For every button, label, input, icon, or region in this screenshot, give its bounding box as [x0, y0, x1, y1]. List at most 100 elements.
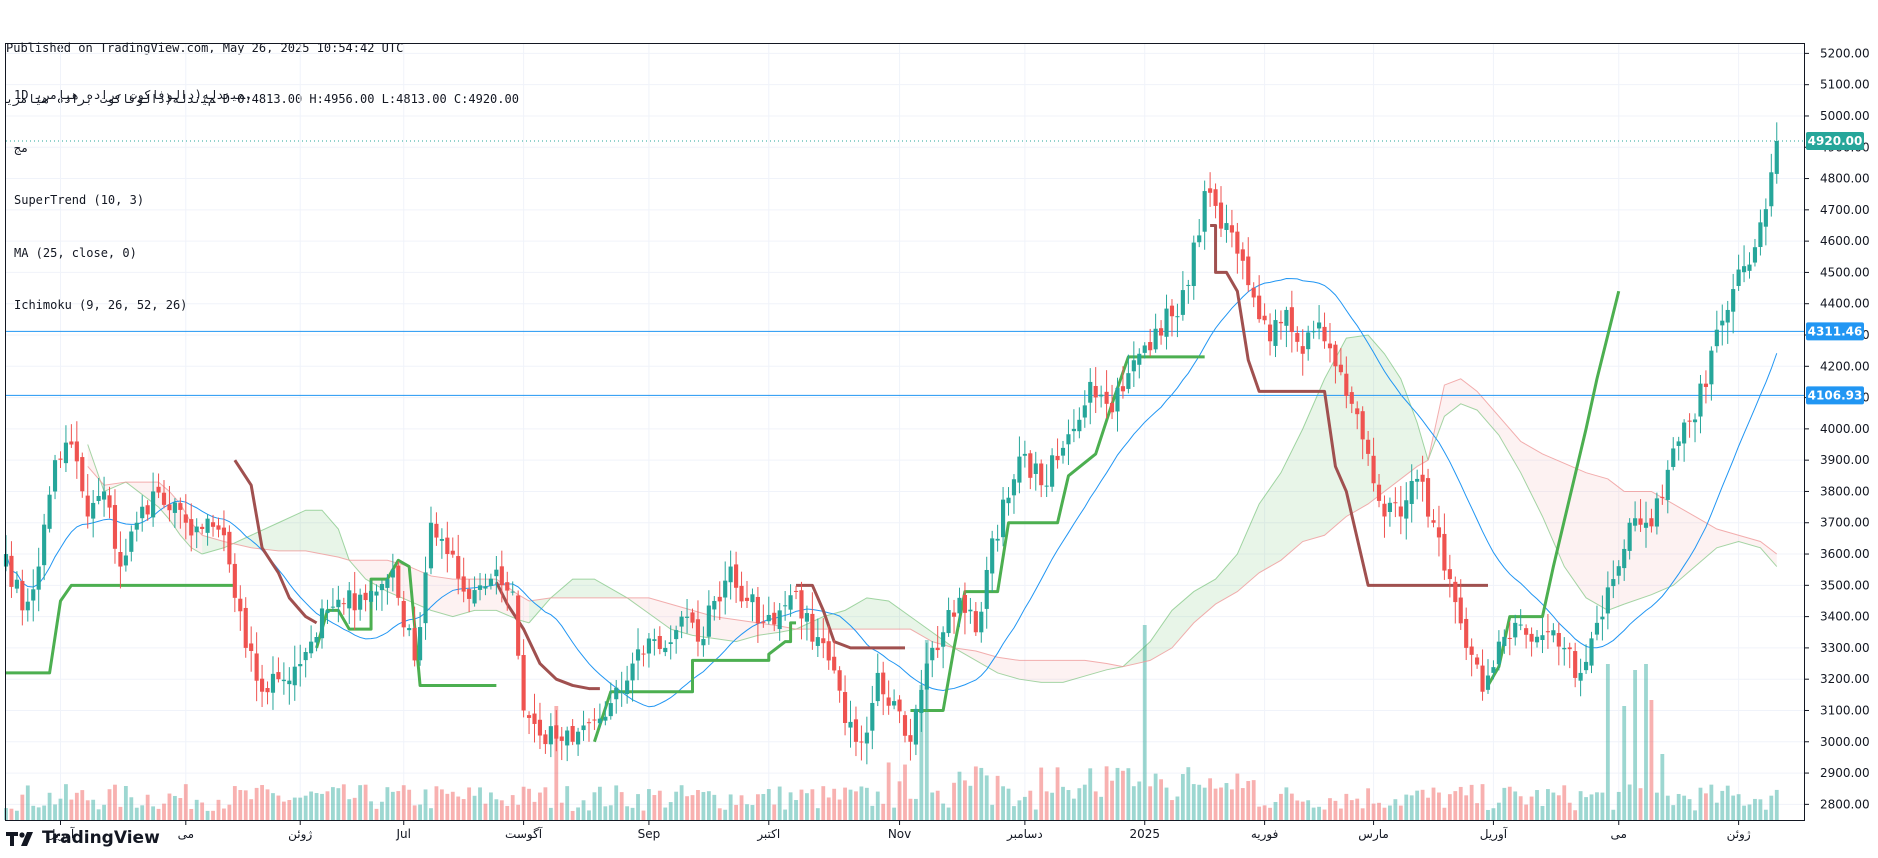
- volume-bar: [352, 797, 357, 820]
- candle-body: [270, 673, 276, 693]
- candle-body: [793, 590, 799, 592]
- candle-body: [298, 664, 303, 667]
- volume-bar: [42, 805, 47, 820]
- candle-body: [635, 649, 641, 661]
- candle-body: [1671, 448, 1676, 467]
- candle-body: [401, 600, 406, 628]
- candle-body: [521, 655, 526, 711]
- candle-body: [336, 599, 341, 608]
- volume-bar: [374, 808, 379, 820]
- tradingview-logo-icon[interactable]: [6, 830, 36, 846]
- candle-body: [712, 600, 717, 610]
- candle-body: [1534, 636, 1540, 643]
- candle-body: [1741, 266, 1747, 273]
- volume-bar: [1344, 793, 1349, 820]
- candle-body: [1573, 651, 1578, 678]
- candle-body: [913, 708, 918, 745]
- volume-bar: [358, 785, 363, 820]
- volume-bar: [369, 801, 373, 820]
- candle-body: [129, 531, 134, 552]
- volume-bar: [1197, 784, 1202, 820]
- candle-body: [1687, 420, 1692, 422]
- volume-bar: [516, 804, 521, 820]
- candle-body: [428, 522, 434, 569]
- volume-bar: [123, 786, 128, 820]
- candle-body: [537, 719, 543, 736]
- volume-bar: [1126, 768, 1131, 820]
- volume-bar: [423, 789, 428, 820]
- candle-body: [772, 612, 777, 625]
- candle-body: [14, 579, 19, 589]
- price-badges: 4920.00 4311.46 4106.93: [1806, 132, 1864, 405]
- candle-body: [80, 457, 85, 492]
- candle-body: [1404, 500, 1409, 519]
- candle-body: [608, 703, 613, 717]
- volume-bar: [1589, 794, 1594, 820]
- volume-bar: [826, 797, 831, 820]
- volume-bar: [1398, 805, 1403, 820]
- candle-body: [799, 590, 804, 619]
- legend-ichimoku[interactable]: Ichimoku (9, 26, 52, 26): [14, 298, 188, 312]
- volume-bar: [478, 787, 482, 820]
- volume-bar: [717, 808, 722, 820]
- candle-body: [1050, 455, 1055, 487]
- volume-bar: [85, 800, 90, 820]
- candle-body: [554, 725, 559, 739]
- volume-bar: [1763, 809, 1768, 820]
- y-tick-label: 3700.00: [1820, 516, 1870, 530]
- volume-bar: [1006, 788, 1011, 820]
- legend-supertrend[interactable]: SuperTrend (10, 3): [14, 193, 145, 207]
- volume-bar: [385, 787, 390, 820]
- candle-body: [1306, 332, 1311, 350]
- volume-bar: [636, 794, 640, 820]
- y-tick-label: 3500.00: [1820, 578, 1870, 592]
- candle-body: [25, 601, 30, 611]
- candle-body: [1594, 622, 1600, 635]
- volume-bar: [249, 799, 254, 820]
- candle-body: [123, 555, 128, 566]
- candle-body: [1088, 381, 1093, 403]
- volume-bar: [1317, 806, 1321, 820]
- volume-bar: [548, 807, 553, 820]
- volume-bar: [761, 794, 766, 820]
- footer-brand: TradingView: [42, 828, 160, 848]
- volume-bar: [848, 789, 853, 820]
- volume-bar: [538, 792, 542, 820]
- candle-body: [548, 726, 553, 745]
- candle-body: [341, 603, 346, 605]
- y-tick-label: 2900.00: [1820, 766, 1870, 780]
- volume-bar: [96, 809, 101, 820]
- candle-body: [1654, 498, 1659, 527]
- candle-body: [1562, 647, 1567, 650]
- candle-body: [1262, 315, 1267, 321]
- candle-body: [1169, 305, 1175, 317]
- volume-bar: [1311, 807, 1316, 820]
- volume-bar: [581, 800, 586, 820]
- candle-body: [1011, 479, 1017, 496]
- legend-volume[interactable]: ﻣﺞ: [14, 140, 29, 155]
- volume-bar: [260, 785, 264, 820]
- legend-symbol[interactable]: 1D ﻢﻴﻧﺪﻟﻪ(ﺩﺍﻟﻮﻓﺎﮐﻮﺕ ﺑﺮﺍﺩﻩ ﻫﻴﺎﻣﺮﻳ,: [14, 88, 253, 102]
- volume-bar: [1377, 802, 1381, 820]
- candle-body: [1758, 222, 1763, 247]
- candle-body: [892, 701, 897, 706]
- candle-body: [1567, 647, 1572, 650]
- volume-bar: [1622, 706, 1627, 820]
- supertrend-up-line: [6, 583, 235, 675]
- volume-bar: [1747, 804, 1752, 820]
- kumo-fill: [529, 579, 628, 623]
- x-tick-label: دسامبر: [1006, 827, 1043, 842]
- senkou-span-b: [796, 628, 955, 649]
- volume-bar: [739, 795, 744, 820]
- volume-bar: [1017, 800, 1022, 820]
- volume-bar: [592, 792, 597, 820]
- y-tick-label: 4600.00: [1820, 234, 1870, 248]
- candle-body: [766, 614, 771, 622]
- candle-body: [434, 523, 439, 538]
- x-tick-label: می: [178, 827, 194, 841]
- legend-ma[interactable]: MA (25, close, 0): [14, 245, 137, 260]
- candle-body: [74, 441, 79, 462]
- volume-bar: [973, 766, 978, 820]
- volume-bar: [603, 806, 608, 820]
